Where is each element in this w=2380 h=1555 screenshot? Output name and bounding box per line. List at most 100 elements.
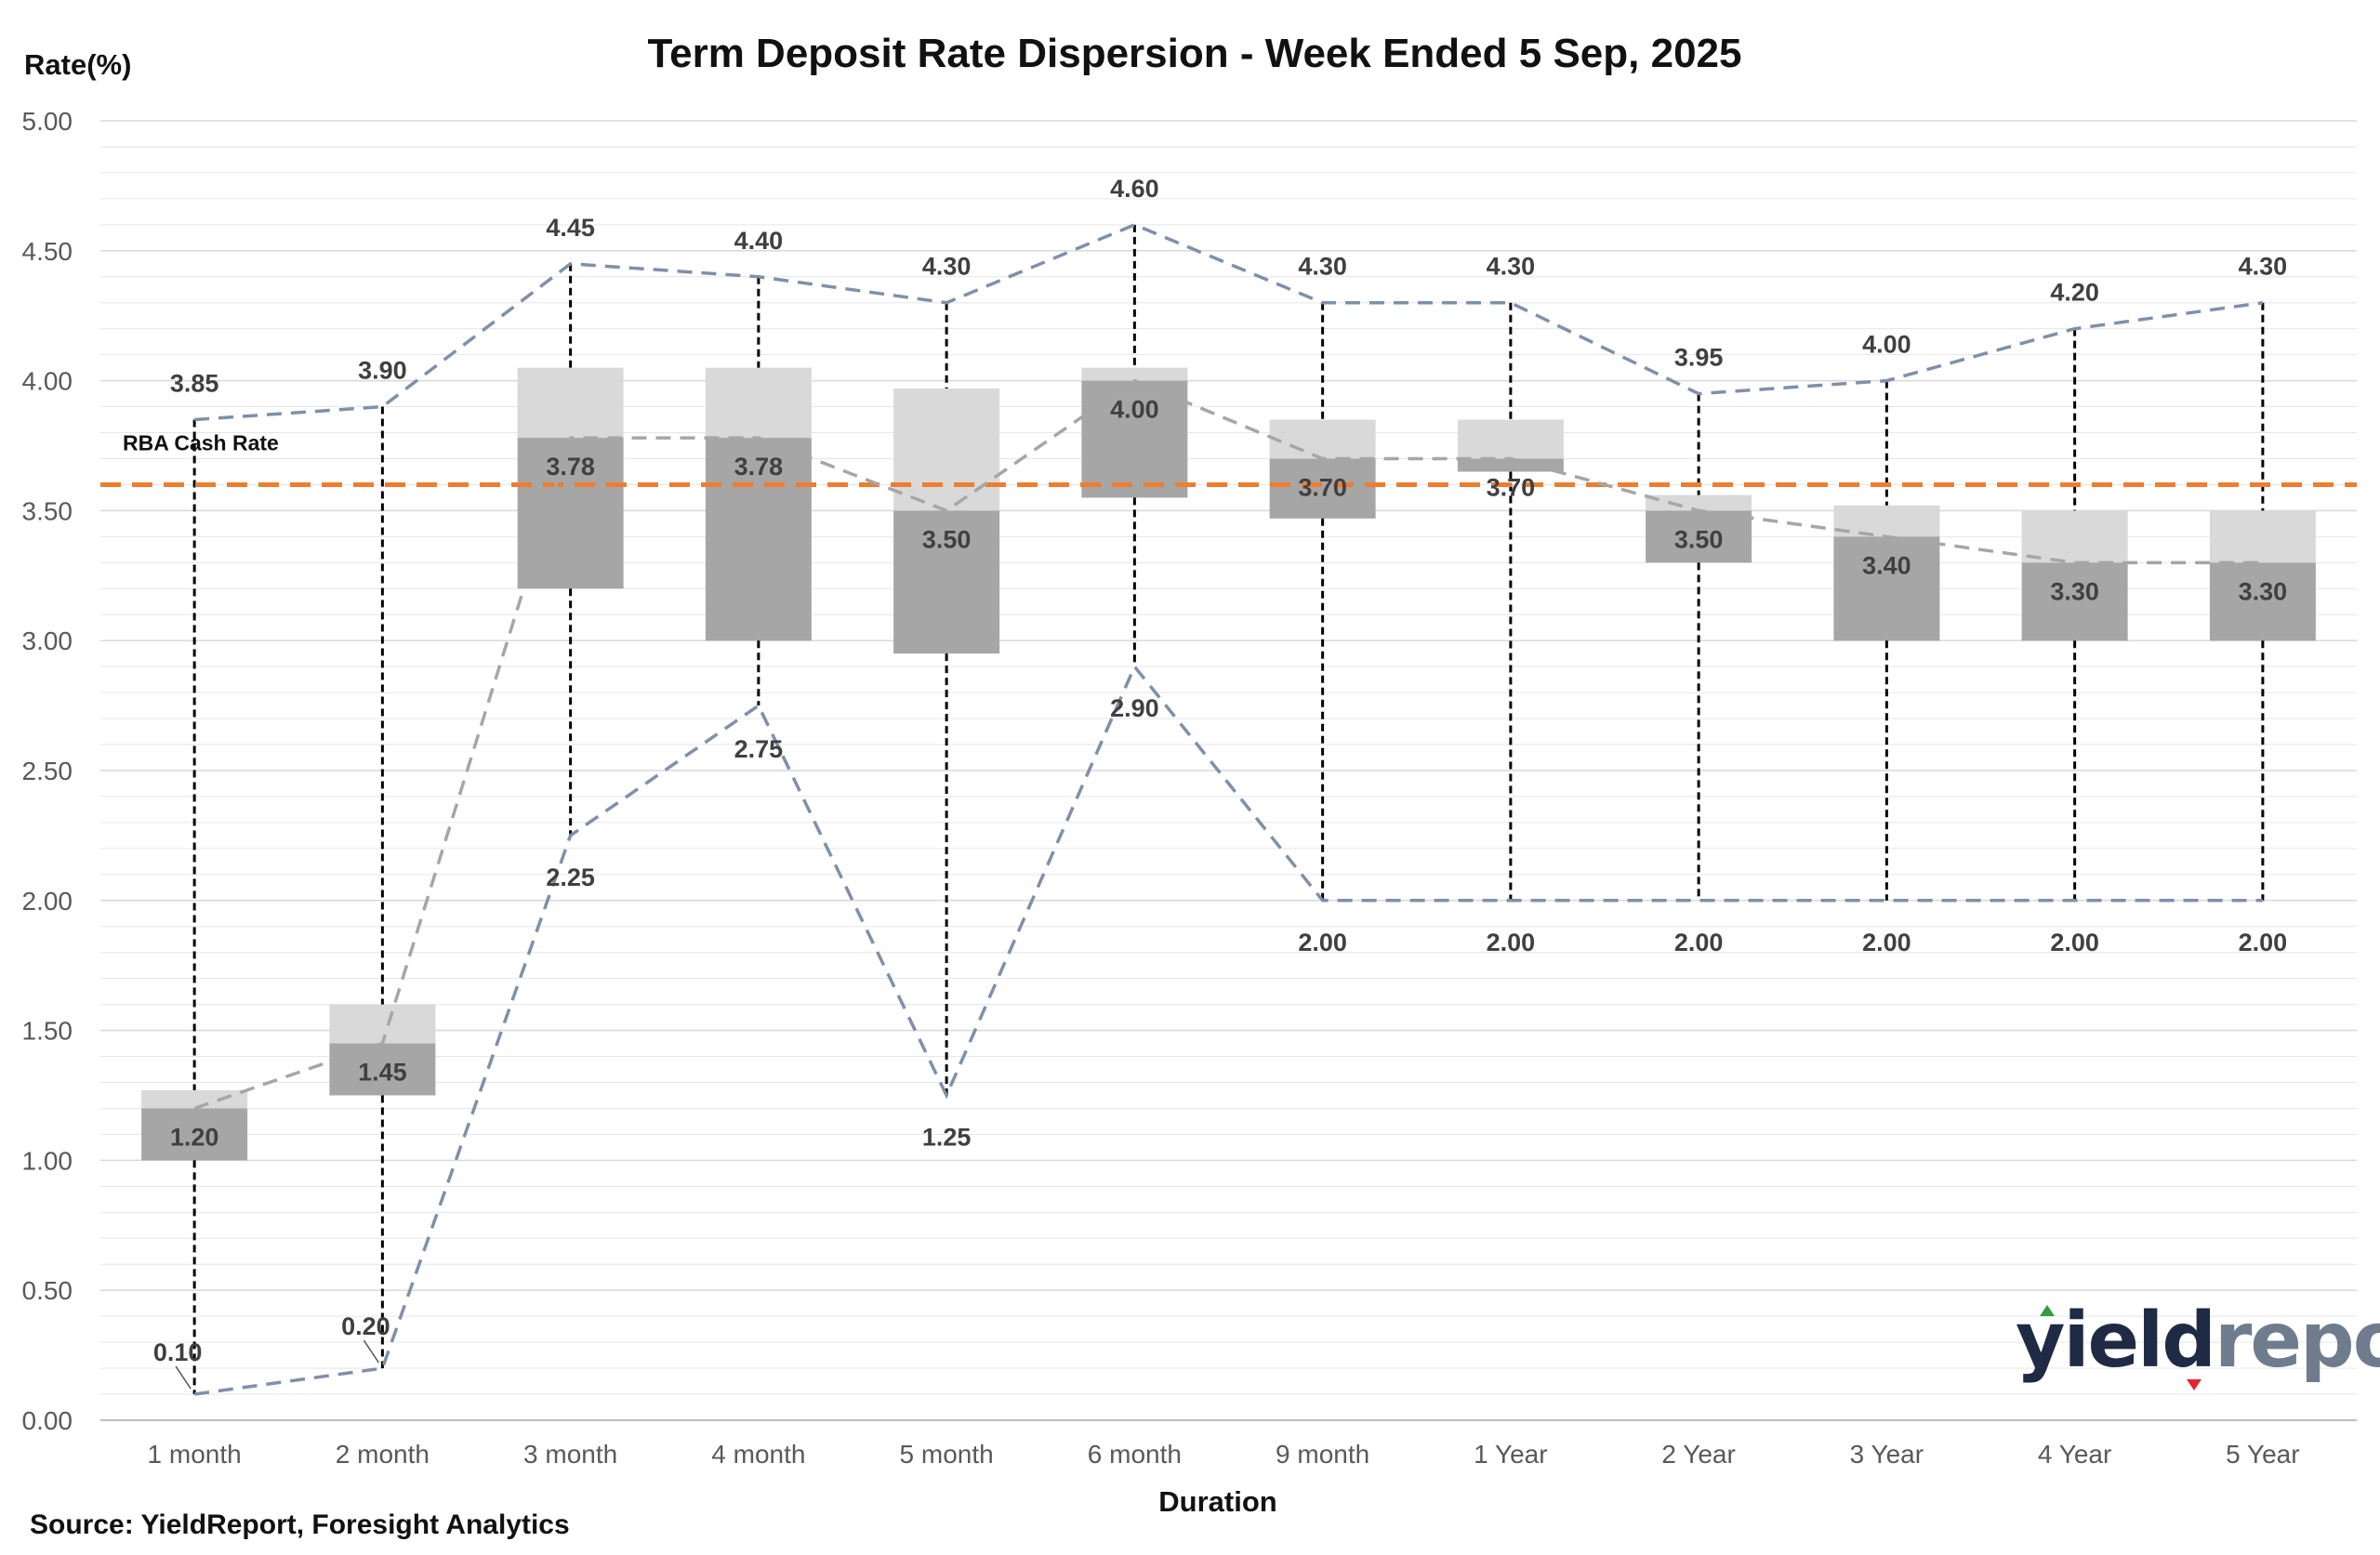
- y-tick-label: 1.50: [22, 1017, 73, 1046]
- lower-box: [1081, 380, 1188, 498]
- x-tick-label: 2 Year: [1661, 1440, 1735, 1469]
- rba-cash-rate-line-group: RBA Cash Rate: [100, 431, 2357, 487]
- y-tick-label: 2.50: [22, 757, 73, 785]
- x-tick-label: 3 Year: [1850, 1440, 1924, 1469]
- lower-box: [329, 1043, 436, 1096]
- x-tick-label: 4 month: [711, 1440, 805, 1469]
- max-value-label: 4.30: [1487, 253, 1536, 281]
- y-tick-label: 5.00: [22, 107, 73, 136]
- upper-box: [2021, 510, 2128, 563]
- x-tick-label: 1 Year: [1474, 1440, 1547, 1469]
- min-value-label: 2.00: [1298, 929, 1347, 956]
- min-value-label: 2.00: [2050, 929, 2099, 956]
- median-value-label: 3.70: [1298, 473, 1347, 501]
- median-line: [193, 378, 2263, 1111]
- upper-box: [1833, 505, 1940, 537]
- median-value-label: 3.40: [1862, 551, 1911, 579]
- series-lines: [193, 222, 2264, 1396]
- upper-box: [2209, 510, 2316, 563]
- lower-box: [517, 438, 624, 589]
- boxes: [141, 367, 2316, 1161]
- y-tick-label: 1.00: [22, 1146, 73, 1175]
- lower-box: [2021, 562, 2128, 641]
- min-value-label: 2.00: [1487, 929, 1536, 956]
- x-tick-label: 9 month: [1276, 1440, 1369, 1469]
- min-value-label: 2.00: [1862, 929, 1911, 956]
- median-value-label: 3.50: [922, 525, 972, 553]
- x-tick-label: 4 Year: [2038, 1440, 2111, 1469]
- logo-part-report: report: [2215, 1297, 2380, 1385]
- max-value-label: 4.60: [1110, 175, 1159, 203]
- max-value-label: 3.95: [1674, 344, 1724, 372]
- median-value-label: 3.50: [1674, 525, 1724, 553]
- y-tick-label: 0.50: [22, 1276, 73, 1305]
- grid-lines: [100, 120, 2357, 1421]
- min-value-label: 0.10: [153, 1338, 203, 1366]
- min-value-label: 1.25: [922, 1124, 972, 1152]
- min-value-label: 2.00: [1674, 929, 1724, 956]
- x-tick-label: 1 month: [148, 1440, 242, 1469]
- logo-up-arrow-icon: [2040, 1305, 2055, 1316]
- upper-box: [141, 1089, 248, 1109]
- x-tick-label: 5 Year: [2226, 1440, 2299, 1469]
- y-axis-ticks: 0.00 0.50 1.00 1.50 2.00 2.50 3.00 3.50 4.00 4.50…: [22, 107, 73, 1435]
- lower-box: [1269, 458, 1376, 519]
- lower-box: [141, 1108, 248, 1161]
- upper-box: [517, 367, 624, 439]
- median-value-label: 3.30: [2050, 577, 2099, 605]
- median-value-label: 1.45: [358, 1059, 407, 1087]
- x-tick-label: 5 month: [900, 1440, 994, 1469]
- x-tick-label: 6 month: [1088, 1440, 1182, 1469]
- upper-box: [705, 367, 812, 439]
- upper-box: [1646, 494, 1752, 511]
- logo-text: yieldreport: [2016, 1297, 2380, 1385]
- median-value-label: 4.00: [1110, 396, 1159, 424]
- rba-cash-rate-label: RBA Cash Rate: [123, 431, 279, 455]
- min-label-leader: [175, 1365, 192, 1390]
- min-value-label: 2.25: [546, 863, 595, 891]
- lower-box: [893, 510, 1000, 654]
- max-line: [194, 222, 2264, 422]
- chart-title: Term Deposit Rate Dispersion - Week Ende…: [648, 31, 1742, 76]
- whiskers: [192, 224, 2265, 1395]
- data-labels: 3.85 1.20 0.10 3.90 1.45 0.20 4.45 3.78 2.25 4.40…: [153, 175, 2288, 1390]
- x-tick-label: 2 month: [336, 1440, 430, 1469]
- max-value-label: 4.30: [922, 253, 972, 281]
- lower-box: [1646, 510, 1752, 563]
- max-value-label: 4.40: [734, 227, 784, 255]
- lower-box: [1833, 536, 1940, 641]
- x-axis-ticks: 1 month 2 month 3 month 4 month 5 month 6 mon…: [100, 1419, 2357, 1469]
- median-value-label: 3.78: [734, 453, 784, 481]
- upper-box: [1457, 419, 1564, 459]
- min-label-leader: [363, 1339, 379, 1364]
- min-value-label: 2.75: [734, 735, 784, 763]
- median-value-label: 3.30: [2239, 577, 2288, 605]
- y-tick-label: 2.00: [22, 887, 73, 916]
- max-value-label: 4.45: [546, 214, 595, 242]
- yieldreport-logo: yieldreport: [2016, 1297, 2380, 1390]
- y-axis-title: Rate(%): [24, 48, 131, 81]
- upper-box: [893, 388, 1000, 511]
- upper-box: [329, 1004, 436, 1044]
- max-value-label: 4.30: [2239, 253, 2288, 281]
- median-value-label: 3.78: [546, 453, 595, 481]
- lower-box: [2209, 562, 2316, 641]
- x-tick-label: 3 month: [523, 1440, 617, 1469]
- median-value-label: 1.20: [170, 1123, 219, 1151]
- y-tick-label: 3.00: [22, 626, 73, 655]
- y-tick-label: 3.50: [22, 496, 73, 525]
- y-tick-label: 4.50: [22, 237, 73, 266]
- max-value-label: 4.30: [1298, 253, 1347, 281]
- max-value-label: 4.20: [2050, 279, 2099, 307]
- min-value-label: 2.00: [2239, 929, 2288, 956]
- y-tick-label: 0.00: [22, 1406, 73, 1435]
- x-axis-title: Duration: [1158, 1485, 1276, 1518]
- min-line: [193, 663, 2263, 1396]
- max-value-label: 3.85: [170, 370, 219, 398]
- lower-box: [705, 438, 812, 641]
- max-value-label: 3.90: [358, 357, 407, 385]
- max-value-label: 4.00: [1862, 331, 1911, 359]
- logo-down-arrow-icon: [2187, 1379, 2202, 1390]
- y-tick-label: 4.00: [22, 367, 73, 396]
